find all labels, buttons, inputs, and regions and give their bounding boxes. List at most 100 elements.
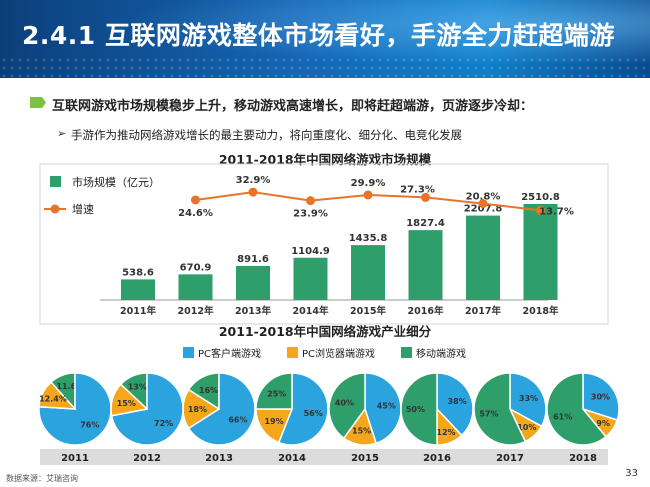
bar-value-label: 891.6 <box>237 254 269 265</box>
bar <box>121 279 155 300</box>
growth-label: 32.9% <box>236 175 271 186</box>
bar <box>466 215 500 300</box>
bar <box>351 245 385 300</box>
pie-slice <box>255 372 293 410</box>
bullet-main-text: 互联网游戏市场规模稳步上升，移动游戏高速增长，即将赶超端游，页游逐步冷却： <box>52 99 534 114</box>
pie-slice-label: 10% <box>517 423 536 432</box>
x-tick-label: 2013年 <box>235 305 271 317</box>
pie-slice <box>187 372 256 446</box>
growth-label: 29.9% <box>351 178 386 189</box>
growth-label: 20.8% <box>466 192 501 203</box>
legend-swatch-segment <box>183 347 194 358</box>
pie-year-label: 2016 <box>423 453 451 464</box>
pie-year-label: 2012 <box>133 453 161 464</box>
bar <box>236 265 270 300</box>
x-tick-label: 2011年 <box>120 305 156 317</box>
bar-value-label: 670.9 <box>180 262 212 273</box>
legend-label-segment: PC客户端游戏 <box>198 347 261 360</box>
bar-value-label: 538.6 <box>122 267 154 278</box>
slide-header: 2.4.1 互联网游戏整体市场看好，手游全力赶超端游 <box>0 0 650 78</box>
chart-frame <box>39 163 609 325</box>
pie-year-label: 2013 <box>205 453 233 464</box>
pie-slice-label: 61% <box>553 412 572 421</box>
pie-slice-label: 38% <box>448 397 467 406</box>
bar-value-label: 1104.9 <box>291 246 330 257</box>
pie-slice-label: 13% <box>128 383 147 392</box>
pie-slice-label: 57% <box>479 410 498 419</box>
slide-title: 2.4.1 互联网游戏整体市场看好，手游全力赶超端游 <box>22 21 615 50</box>
pie-slice-label: 9% <box>596 419 610 428</box>
bullet-sub: 手游作为推动网络游戏增长的最主要动力，将向重度化、细分化、电竞化发展 <box>57 127 462 143</box>
x-tick-label: 2014年 <box>293 305 329 317</box>
x-tick-label: 2016年 <box>408 305 444 317</box>
legend-swatch-market-size <box>50 176 61 187</box>
growth-point <box>306 196 315 206</box>
header-glow <box>0 0 650 78</box>
pie-slice <box>182 388 221 430</box>
pie-slice <box>277 372 329 446</box>
pie-slice-label: 11.6 <box>56 382 76 391</box>
x-tick-label: 2015年 <box>350 305 386 317</box>
pie-slice <box>364 372 402 445</box>
bar-value-label: 1827.4 <box>406 218 445 229</box>
x-tick-label: 2018年 <box>523 305 559 317</box>
pie-year-label: 2018 <box>569 453 597 464</box>
growth-label: 24.6% <box>178 208 213 219</box>
source-note: 数据来源：艾瑞咨询 <box>6 474 78 483</box>
pie-slice-label: 76% <box>80 421 99 430</box>
pie-slice-label: 15% <box>352 426 371 435</box>
market-size-chart-title: 2011-2018年中国网络游戏市场规模 <box>218 152 432 167</box>
pie-slice <box>509 372 547 428</box>
pie-slice-label: 66% <box>228 415 247 424</box>
x-tick-label: 2017年 <box>465 305 501 317</box>
growth-label: 27.3% <box>400 184 435 195</box>
x-tick-label: 2012年 <box>178 305 214 317</box>
legend-label-market-size: 市场规模（亿元） <box>72 175 160 189</box>
bar <box>408 230 443 300</box>
pie-slice-label: 12.4% <box>39 394 67 403</box>
pie-slice <box>546 372 608 446</box>
pie-slice <box>582 372 620 422</box>
pie-year-label: 2014 <box>278 453 306 464</box>
pie-slice <box>473 372 527 446</box>
bar-value-label: 1435.8 <box>349 233 388 244</box>
bar <box>293 257 328 300</box>
pie-year-label: 2015 <box>351 453 379 464</box>
chevron-right-icon: ➢ <box>57 127 67 140</box>
pie-slice <box>328 372 366 440</box>
growth-point <box>363 190 373 200</box>
pie-slice <box>436 372 474 437</box>
legend-label-segment: 移动端游戏 <box>416 347 466 360</box>
pie-slice-label: 30% <box>591 392 610 401</box>
page-number: 33 <box>625 468 638 479</box>
pie-slice-label: 50% <box>406 405 425 414</box>
growth-label: 13.7% <box>539 206 574 217</box>
pie-slice <box>38 381 77 410</box>
pie-slice <box>400 372 438 446</box>
pie-slice-label: 56% <box>304 409 323 418</box>
pie-slice-label: 25% <box>267 390 286 399</box>
pie-slice-label: 45% <box>377 402 396 411</box>
growth-point <box>248 187 258 197</box>
pie-slice <box>110 383 149 417</box>
pie-slice-label: 18% <box>188 405 207 414</box>
bar-value-label: 2510.8 <box>521 192 560 203</box>
pie-slice-label: 15% <box>117 399 136 408</box>
legend-marker-growth <box>50 204 60 214</box>
legend-label-segment: PC浏览器端游戏 <box>302 347 375 360</box>
pie-slice <box>255 408 294 444</box>
growth-point <box>478 199 488 209</box>
header-dot-pattern <box>0 56 650 78</box>
pie-slice-label: 12% <box>436 428 455 437</box>
pie-slice-label: 40% <box>335 398 354 407</box>
pie-slice-label: 72% <box>154 419 173 428</box>
bar <box>523 204 558 300</box>
pie-year-label: 2011 <box>61 453 89 464</box>
growth-point <box>421 192 430 202</box>
pie-slice-label: 16% <box>199 386 218 395</box>
bar <box>178 274 213 300</box>
bullet-sub-text: 手游作为推动网络游戏增长的最主要动力，将向重度化、细分化、电竞化发展 <box>71 128 462 142</box>
year-band <box>40 449 608 465</box>
bar-value-label: 2207.8 <box>464 204 503 215</box>
